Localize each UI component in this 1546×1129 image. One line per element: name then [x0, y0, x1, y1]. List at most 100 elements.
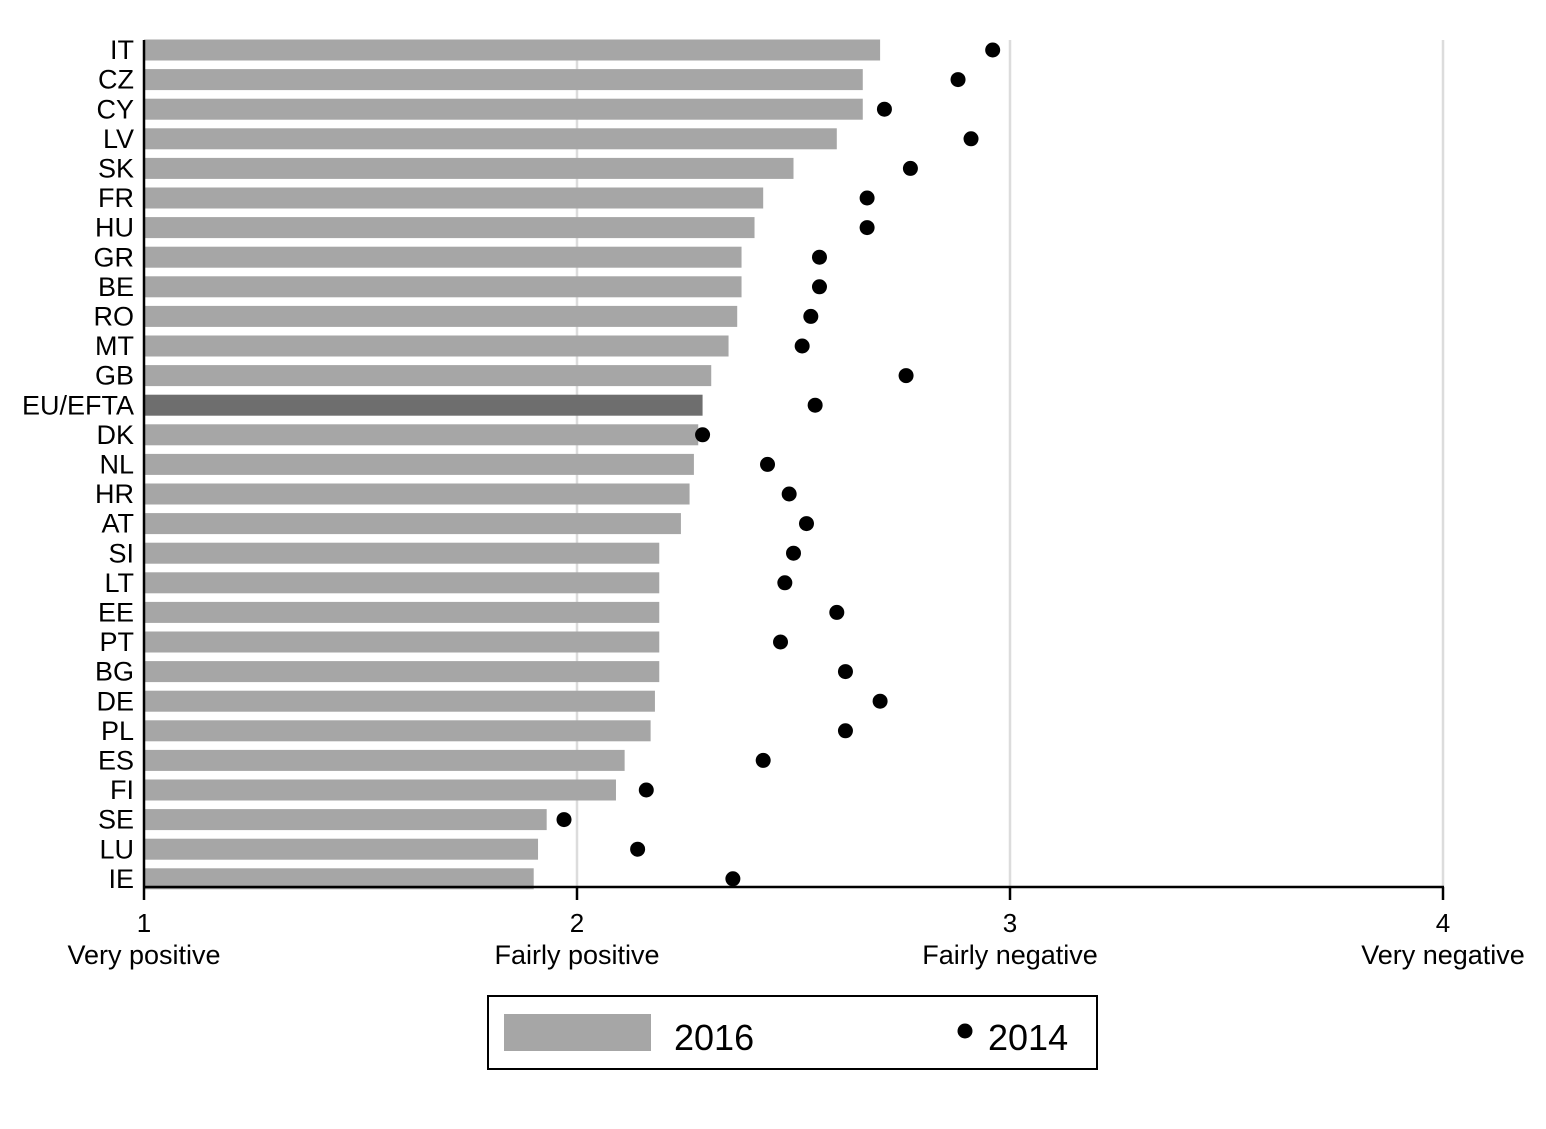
dot-2014-se — [556, 812, 572, 828]
category-label-es: ES — [98, 746, 134, 776]
category-label-ee: EE — [98, 598, 134, 628]
category-label-hu: HU — [95, 213, 134, 243]
x-tick-description-2: Fairly positive — [494, 940, 659, 970]
dot-2014-fi — [638, 782, 654, 798]
x-tick-label-2: 2 — [570, 908, 584, 938]
dot-2014-eu-efta — [807, 397, 823, 413]
bar-2016-pl — [144, 720, 651, 742]
category-label-be: BE — [98, 272, 134, 302]
bar-2016-cz — [144, 69, 863, 91]
category-labels: ITCZCYLVSKFRHUGRBEROMTGBEU/EFTADKNLHRATS… — [22, 35, 134, 894]
category-label-dk: DK — [96, 420, 134, 450]
dot-2014-ie — [725, 871, 741, 887]
x-tick-label-1: 1 — [137, 908, 151, 938]
x-tick-label-4: 4 — [1436, 908, 1450, 938]
dot-2014-it — [985, 42, 1001, 58]
category-label-it: IT — [110, 35, 134, 65]
dot-2014-es — [755, 752, 771, 768]
x-tick-description-4: Very negative — [1361, 940, 1525, 970]
category-label-ro: RO — [94, 302, 135, 332]
bar-2016-fr — [144, 187, 764, 209]
category-label-gr: GR — [94, 242, 135, 272]
category-label-pl: PL — [101, 716, 134, 746]
bar-2016-ee — [144, 601, 660, 623]
dot-2014-pt — [773, 634, 789, 650]
category-label-eu-efta: EU/EFTA — [22, 390, 134, 420]
category-label-se: SE — [98, 805, 134, 835]
bar-2016-eu-efta — [144, 394, 703, 416]
bar-2016-gr — [144, 246, 742, 268]
bar-2016-bg — [144, 661, 660, 683]
category-label-si: SI — [108, 538, 134, 568]
dot-2014-lv — [963, 131, 979, 147]
category-label-bg: BG — [95, 657, 134, 687]
x-tick-description-1: Very positive — [67, 940, 220, 970]
x-tick-description-3: Fairly negative — [922, 940, 1098, 970]
category-label-at: AT — [102, 509, 135, 539]
category-label-hr: HR — [95, 479, 134, 509]
category-label-fr: FR — [98, 183, 134, 213]
bar-2016-fi — [144, 779, 616, 801]
dot-2014-gb — [898, 368, 914, 384]
legend-swatch-2016 — [504, 1014, 651, 1051]
dot-2014-de — [872, 693, 888, 709]
category-label-lt: LT — [104, 568, 134, 598]
legend-label-2014: 2014 — [988, 1017, 1068, 1058]
dot-2014-nl — [760, 456, 776, 472]
bar-2016-lt — [144, 572, 660, 594]
legend: 2016 2014 — [487, 995, 1098, 1070]
dot-2014-lt — [777, 575, 793, 591]
bar-2016-gb — [144, 365, 712, 387]
dot-2014-pl — [837, 723, 853, 739]
category-label-pt: PT — [99, 627, 134, 657]
dot-2014-fr — [859, 190, 875, 206]
category-label-de: DE — [96, 686, 134, 716]
dot-2014-hu — [859, 220, 875, 236]
dot-2014-mt — [794, 338, 810, 354]
bar-2016-es — [144, 749, 625, 771]
category-label-ie: IE — [108, 864, 134, 894]
dot-2014-cz — [950, 72, 966, 88]
category-label-sk: SK — [98, 154, 134, 184]
bar-2016-ro — [144, 305, 738, 327]
bar-2016-se — [144, 809, 547, 831]
legend-label-2016: 2016 — [674, 1017, 754, 1058]
legend-dot-2014 — [957, 1023, 973, 1039]
dot-2014-at — [798, 516, 814, 532]
bar-2016-ie — [144, 868, 534, 890]
category-label-cz: CZ — [98, 65, 134, 95]
dot-2014-ro — [803, 308, 819, 324]
dot-2014-hr — [781, 486, 797, 502]
bar-2016-cy — [144, 98, 863, 120]
category-label-fi: FI — [110, 775, 134, 805]
bar-2016-mt — [144, 335, 729, 357]
bar-2016-nl — [144, 453, 694, 475]
bar-2016-hr — [144, 483, 690, 505]
dot-2014-sk — [902, 160, 918, 176]
category-label-gb: GB — [95, 361, 134, 391]
dot-2014-bg — [837, 664, 853, 680]
dot-2014-gr — [811, 249, 827, 265]
category-label-mt: MT — [95, 331, 134, 361]
bar-2016-hu — [144, 217, 755, 239]
bar-2016-be — [144, 276, 742, 298]
bar-2016-pt — [144, 631, 660, 653]
axes — [142, 40, 1444, 889]
dot-2014-cy — [876, 101, 892, 117]
bar-2016-lv — [144, 128, 837, 150]
bar-2016-dk — [144, 424, 699, 446]
dot-2014-dk — [695, 427, 711, 443]
bar-2016-at — [144, 513, 681, 535]
dot-2014-ee — [829, 604, 845, 620]
category-label-nl: NL — [99, 450, 134, 480]
dot-2014-lu — [630, 841, 646, 857]
bars-2016 — [144, 39, 881, 890]
dot-2014-be — [811, 279, 827, 295]
bar-2016-si — [144, 542, 660, 564]
category-label-cy: CY — [96, 94, 134, 124]
category-label-lv: LV — [103, 124, 134, 154]
dot-2014-si — [786, 545, 801, 561]
